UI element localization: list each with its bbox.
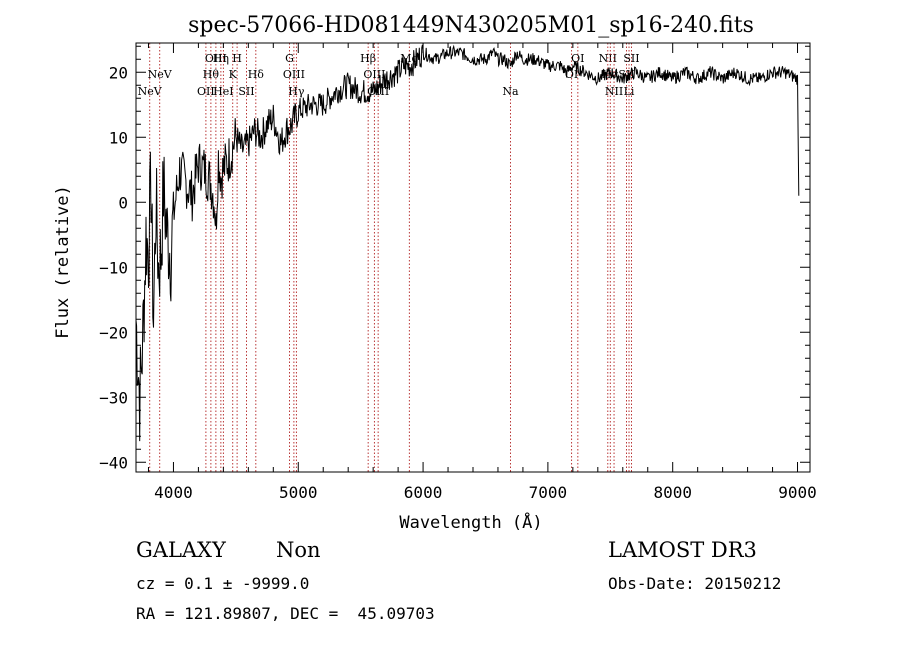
x-tick-label: 6000 — [404, 483, 443, 502]
line-label: OIII — [363, 68, 385, 81]
line-label: Hβ — [360, 52, 376, 65]
line-label: HeI — [213, 85, 233, 98]
object-class: GALAXY — [136, 538, 226, 562]
object-subclass: Non — [276, 538, 321, 562]
y-tick-label: 20 — [109, 63, 128, 82]
line-label: Na — [502, 85, 519, 98]
y-tick-label: −40 — [99, 453, 128, 472]
line-label: Li — [624, 85, 635, 98]
x-axis-ticks: 4000 5000 6000 7000 8000 9000 — [147, 43, 817, 502]
line-label: SII — [238, 85, 254, 98]
ra-dec-line: RA = 121.89807, DEC = 45.09703 — [136, 604, 435, 623]
y-tick-label: −30 — [99, 388, 128, 407]
line-label: K — [229, 68, 238, 81]
line-label: NII — [605, 85, 623, 98]
emission-line-markers: NeVNeVOIIHθOIIIHηHeIKHSIIHδGOIIIHγHβOIII… — [138, 43, 640, 472]
line-label: SII — [623, 52, 639, 65]
chart-title: spec-57066-HD081449N430205M01_sp16-240.f… — [188, 13, 754, 38]
line-label: G — [285, 52, 294, 65]
line-label: OII — [197, 85, 215, 98]
redshift-line: cz = 0.1 ± -9999.0 — [136, 574, 310, 593]
x-tick-label: 4000 — [154, 483, 193, 502]
y-tick-label: 10 — [109, 128, 128, 147]
line-label: NeV — [138, 85, 163, 98]
y-tick-label: 0 — [118, 193, 128, 212]
line-label: Hδ — [248, 68, 265, 81]
y-axis-label: Flux (relative) — [53, 185, 73, 339]
line-label: OIII — [205, 52, 227, 65]
line-label: OIII — [283, 68, 305, 81]
line-label: Hθ — [203, 68, 220, 81]
y-axis-ticks: −40 −30 −20 −10 0 10 20 — [99, 45, 810, 472]
line-label: Hη — [213, 52, 229, 65]
flux-series-line — [135, 44, 800, 442]
x-tick-label: 9000 — [778, 483, 817, 502]
observation-date: Obs-Date: 20150212 — [608, 574, 782, 593]
y-tick-label: −10 — [99, 258, 128, 277]
survey-name: LAMOST DR3 — [608, 538, 757, 562]
line-label: NeV — [148, 68, 173, 81]
line-label: H — [232, 52, 242, 65]
x-tick-label: 8000 — [653, 483, 692, 502]
y-tick-label: −20 — [99, 323, 128, 342]
line-label: NII — [599, 52, 617, 65]
x-axis-label: Wavelength (Å) — [399, 511, 542, 533]
x-tick-label: 7000 — [529, 483, 568, 502]
x-tick-label: 5000 — [279, 483, 318, 502]
line-label: Hγ — [288, 85, 305, 98]
